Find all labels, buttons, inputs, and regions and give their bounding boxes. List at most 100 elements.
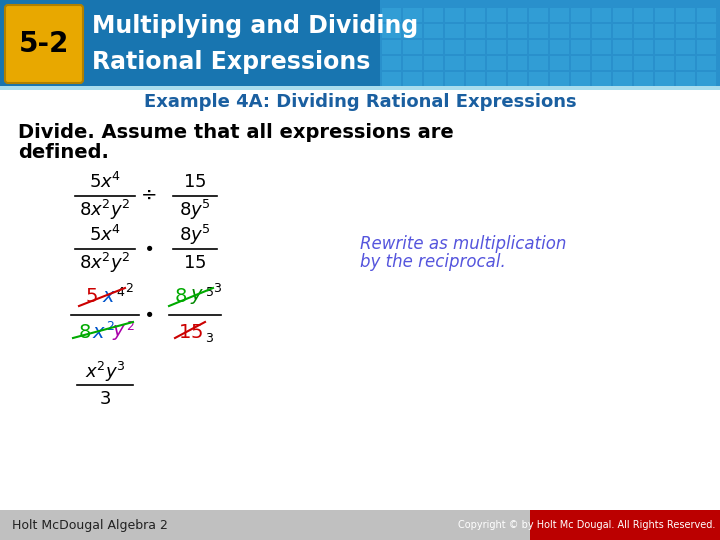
- Text: $8y^5$: $8y^5$: [179, 198, 211, 222]
- Bar: [634, 72, 653, 86]
- Bar: [571, 8, 590, 22]
- Text: $\mathit{x}$: $\mathit{x}$: [102, 287, 116, 307]
- Bar: [403, 40, 422, 54]
- Bar: [403, 56, 422, 70]
- Text: Multiplying and Dividing: Multiplying and Dividing: [92, 14, 418, 38]
- Text: Copyright © by Holt Mc Dougal. All Rights Reserved.: Copyright © by Holt Mc Dougal. All Right…: [458, 520, 715, 530]
- Bar: [529, 24, 548, 38]
- Bar: [634, 56, 653, 70]
- Text: $\mathit{y}$: $\mathit{y}$: [190, 287, 204, 307]
- Bar: [424, 24, 443, 38]
- Text: $8x^2y^2$: $8x^2y^2$: [79, 198, 131, 222]
- Bar: [676, 56, 695, 70]
- Bar: [445, 24, 464, 38]
- Bar: [634, 40, 653, 54]
- Bar: [0, 86, 720, 90]
- Bar: [487, 8, 506, 22]
- Bar: [655, 40, 674, 54]
- Bar: [508, 24, 527, 38]
- Bar: [697, 24, 716, 38]
- Bar: [487, 72, 506, 86]
- Bar: [382, 72, 401, 86]
- Text: $x^2y^3$: $x^2y^3$: [84, 360, 125, 384]
- Bar: [508, 8, 527, 22]
- Bar: [613, 40, 632, 54]
- Bar: [382, 8, 401, 22]
- Text: $2$: $2$: [125, 281, 133, 294]
- Bar: [445, 72, 464, 86]
- Text: $\mathit{8}$: $\mathit{8}$: [174, 287, 187, 307]
- Bar: [403, 8, 422, 22]
- Text: $15$: $15$: [184, 173, 207, 191]
- Bar: [380, 0, 720, 88]
- Text: Example 4A: Dividing Rational Expressions: Example 4A: Dividing Rational Expression…: [144, 93, 576, 111]
- FancyBboxPatch shape: [5, 5, 83, 83]
- Text: $2$: $2$: [126, 321, 135, 334]
- Bar: [613, 72, 632, 86]
- Bar: [571, 24, 590, 38]
- Bar: [571, 56, 590, 70]
- Bar: [445, 40, 464, 54]
- Text: by the reciprocal.: by the reciprocal.: [360, 253, 505, 271]
- Text: $15$: $15$: [184, 254, 207, 272]
- Text: $4$: $4$: [117, 286, 125, 299]
- Text: $5$: $5$: [204, 286, 213, 299]
- Text: $3$: $3$: [212, 281, 222, 294]
- Bar: [634, 8, 653, 22]
- Bar: [508, 72, 527, 86]
- Text: $8x^2y^2$: $8x^2y^2$: [79, 251, 131, 275]
- Bar: [424, 72, 443, 86]
- Text: $8y^5$: $8y^5$: [179, 223, 211, 247]
- Text: $\mathit{8}$: $\mathit{8}$: [78, 322, 91, 341]
- Bar: [487, 40, 506, 54]
- Bar: [613, 56, 632, 70]
- Text: Rewrite as multiplication: Rewrite as multiplication: [360, 235, 567, 253]
- Bar: [676, 72, 695, 86]
- Text: Rational Expressions: Rational Expressions: [92, 50, 370, 74]
- Bar: [592, 8, 611, 22]
- Bar: [466, 72, 485, 86]
- Bar: [0, 510, 530, 540]
- Text: Divide. Assume that all expressions are: Divide. Assume that all expressions are: [18, 123, 454, 141]
- Text: defined.: defined.: [18, 144, 109, 163]
- Bar: [697, 72, 716, 86]
- Bar: [676, 24, 695, 38]
- Bar: [508, 56, 527, 70]
- Bar: [466, 40, 485, 54]
- Bar: [655, 24, 674, 38]
- Bar: [487, 24, 506, 38]
- Text: $\div$: $\div$: [140, 185, 156, 204]
- Bar: [529, 40, 548, 54]
- Bar: [592, 72, 611, 86]
- Bar: [382, 40, 401, 54]
- Bar: [634, 24, 653, 38]
- Text: $\mathit{y}$: $\mathit{y}$: [112, 322, 126, 341]
- Bar: [403, 24, 422, 38]
- Bar: [655, 56, 674, 70]
- Text: $5x^4$: $5x^4$: [89, 225, 121, 245]
- Bar: [382, 24, 401, 38]
- Bar: [382, 56, 401, 70]
- Text: $\mathit{5}$: $\mathit{5}$: [85, 287, 97, 307]
- Bar: [571, 40, 590, 54]
- Bar: [550, 8, 569, 22]
- Bar: [550, 40, 569, 54]
- Bar: [676, 8, 695, 22]
- Bar: [529, 8, 548, 22]
- Bar: [424, 8, 443, 22]
- Bar: [466, 8, 485, 22]
- Bar: [466, 24, 485, 38]
- Text: $2$: $2$: [106, 321, 114, 334]
- Bar: [530, 510, 720, 540]
- Bar: [676, 40, 695, 54]
- Text: $3$: $3$: [99, 390, 111, 408]
- Bar: [697, 56, 716, 70]
- Bar: [487, 56, 506, 70]
- Bar: [613, 8, 632, 22]
- Bar: [571, 72, 590, 86]
- Bar: [424, 40, 443, 54]
- Text: Holt McDougal Algebra 2: Holt McDougal Algebra 2: [12, 518, 168, 531]
- Bar: [508, 40, 527, 54]
- Text: $\mathit{15}$: $\mathit{15}$: [179, 322, 204, 341]
- Bar: [529, 72, 548, 86]
